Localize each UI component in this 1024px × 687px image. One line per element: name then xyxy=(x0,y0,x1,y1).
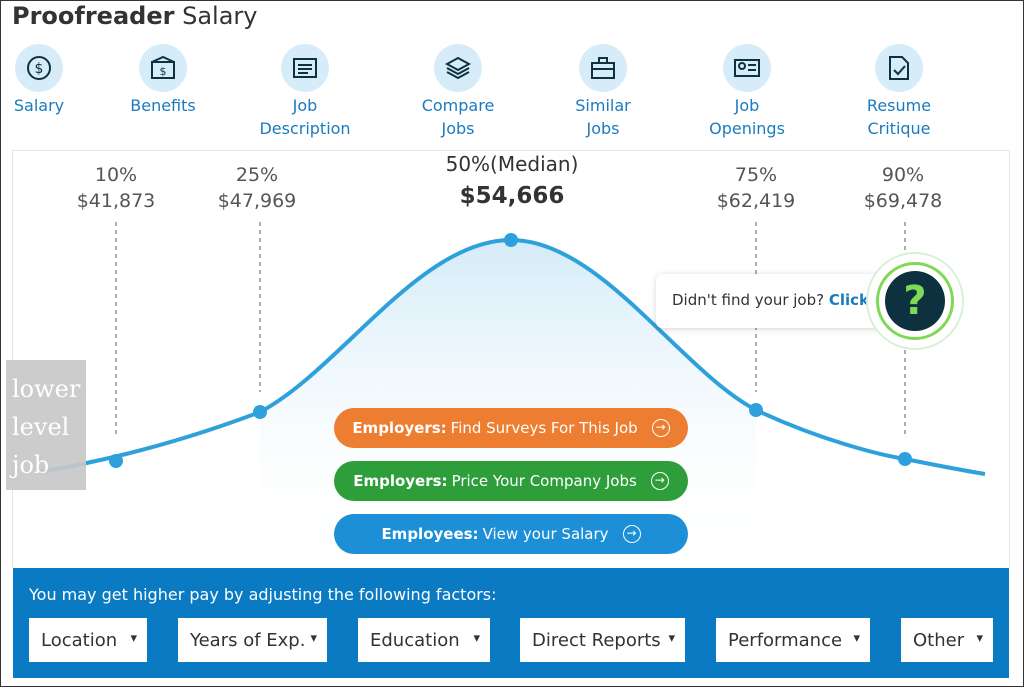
p90-percent: 90% xyxy=(881,164,925,186)
nav-resume-critique[interactable]: Resume Critique xyxy=(839,44,959,140)
years-of-exp-select[interactable]: Years of Exp. ▾ xyxy=(178,618,327,662)
employers-price-jobs-button[interactable]: Employers: Price Your Company Jobs → xyxy=(334,461,688,501)
question-icon[interactable]: ? xyxy=(885,271,945,331)
help-card[interactable]: Didn't find your job? Click xyxy=(656,274,896,328)
nav-label: Job Openings xyxy=(709,96,785,138)
nav-label: Salary xyxy=(13,96,65,115)
p10-value: $41,873 xyxy=(76,190,156,212)
dollar-icon: $ xyxy=(15,44,63,92)
resume-check-icon xyxy=(875,44,923,92)
select-value: Education xyxy=(370,629,460,651)
select-value: Direct Reports xyxy=(532,629,661,651)
p90-value: $69,478 xyxy=(863,190,943,212)
layers-icon xyxy=(434,44,482,92)
chevron-down-icon: ▾ xyxy=(668,631,675,646)
p25-value: $47,969 xyxy=(217,190,297,212)
select-value: Other xyxy=(913,629,965,651)
briefcase-icon xyxy=(579,44,627,92)
select-value: Location xyxy=(41,629,118,651)
lower-level-job-tab[interactable]: lower level job xyxy=(6,360,86,490)
nav-job-description[interactable]: Job Description xyxy=(245,44,365,140)
help-click-link[interactable]: Click xyxy=(828,291,870,309)
help-text: Didn't find your job? xyxy=(672,291,825,309)
button-prefix: Employers: xyxy=(353,472,448,490)
p90-label: 90% $69,478 xyxy=(843,162,963,214)
location-select[interactable]: Location ▾ xyxy=(29,618,147,662)
document-icon xyxy=(281,44,329,92)
id-card-icon xyxy=(723,44,771,92)
chevron-down-icon: ▾ xyxy=(976,631,983,646)
button-prefix: Employees: xyxy=(381,525,479,543)
chevron-down-icon: ▾ xyxy=(310,631,317,646)
p90-point[interactable] xyxy=(898,452,912,466)
performance-select[interactable]: Performance ▾ xyxy=(716,618,870,662)
employers-find-surveys-button[interactable]: Employers: Find Surveys For This Job → xyxy=(334,408,688,448)
nav-benefits[interactable]: $ Benefits xyxy=(103,44,223,117)
nav-label: Similar Jobs xyxy=(575,96,631,138)
p25-point[interactable] xyxy=(253,405,267,419)
median-point[interactable] xyxy=(504,233,518,247)
arrow-right-icon: → xyxy=(650,472,669,490)
arrow-right-icon: → xyxy=(651,419,670,437)
p75-percent: 75% xyxy=(734,164,778,186)
nav-label: Compare Jobs xyxy=(421,96,495,138)
p75-point[interactable] xyxy=(749,403,763,417)
employees-view-salary-button[interactable]: Employees: View your Salary → xyxy=(334,514,688,554)
button-prefix: Employers: xyxy=(352,419,447,437)
education-select[interactable]: Education ▾ xyxy=(358,618,490,662)
direct-reports-select[interactable]: Direct Reports ▾ xyxy=(520,618,685,662)
svg-text:$: $ xyxy=(160,65,167,78)
factors-panel: You may get higher pay by adjusting the … xyxy=(13,568,1009,678)
svg-text:$: $ xyxy=(35,61,44,77)
salary-chart-panel xyxy=(12,150,1010,568)
page-title: Proofreader Salary xyxy=(12,2,257,30)
p10-label: 10% $41,873 xyxy=(56,162,176,214)
select-value: Performance xyxy=(728,629,843,651)
p75-value: $62,419 xyxy=(716,190,796,212)
question-mark: ? xyxy=(903,278,927,324)
button-label: View your Salary xyxy=(482,525,609,543)
p10-percent: 10% xyxy=(94,164,138,186)
nav-similar-jobs[interactable]: Similar Jobs xyxy=(543,44,663,140)
nav-compare-jobs[interactable]: Compare Jobs xyxy=(398,44,518,140)
factors-title: You may get higher pay by adjusting the … xyxy=(29,585,497,604)
benefits-icon: $ xyxy=(139,44,187,92)
other-select[interactable]: Other ▾ xyxy=(901,618,993,662)
title-suffix: Salary xyxy=(182,2,258,30)
arrow-right-icon: → xyxy=(622,525,641,543)
button-label: Find Surveys For This Job xyxy=(450,419,638,437)
median-percent: 50%(Median) xyxy=(445,152,579,176)
nav-label: Benefits xyxy=(130,96,196,115)
chevron-down-icon: ▾ xyxy=(853,631,860,646)
p25-percent: 25% xyxy=(235,164,279,186)
chevron-down-icon: ▾ xyxy=(130,631,137,646)
nav-label: Resume Critique xyxy=(866,96,932,138)
p75-label: 75% $62,419 xyxy=(696,162,816,214)
chevron-down-icon: ▾ xyxy=(473,631,480,646)
nav-salary[interactable]: $ Salary xyxy=(0,44,99,117)
button-label: Price Your Company Jobs xyxy=(451,472,637,490)
curve-line xyxy=(39,237,986,476)
median-value: $54,666 xyxy=(459,183,565,209)
select-value: Years of Exp. xyxy=(190,629,306,651)
nav-job-openings[interactable]: Job Openings xyxy=(687,44,807,140)
p10-point[interactable] xyxy=(109,454,123,468)
nav-label: Job Description xyxy=(259,96,351,138)
job-title: Proofreader xyxy=(12,2,175,30)
p25-label: 25% $47,969 xyxy=(197,162,317,214)
